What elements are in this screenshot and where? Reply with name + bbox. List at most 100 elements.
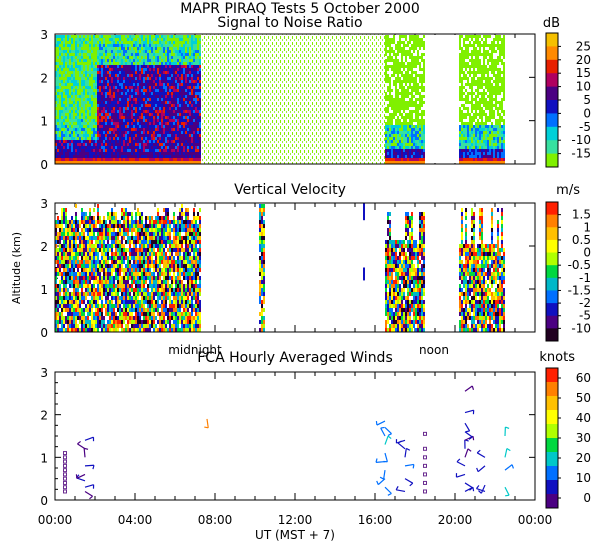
snr-cell [497, 125, 499, 128]
snr-cell [73, 83, 75, 86]
snr-cell [403, 65, 405, 68]
snr-cell [389, 80, 391, 83]
snr-cell [185, 161, 187, 164]
snr-cell [187, 128, 189, 131]
snr-cell [489, 149, 491, 152]
snr-cell [413, 152, 415, 155]
snr-cell [185, 110, 187, 113]
snr-cell [155, 71, 157, 74]
snr-cell [471, 119, 473, 122]
snr-cell [69, 92, 71, 95]
snr-cell [477, 152, 479, 155]
snr-cell [109, 77, 111, 80]
snr-cell [499, 134, 501, 137]
snr-cell [149, 62, 151, 65]
snr-cell [139, 146, 141, 149]
snr-cell [113, 86, 115, 89]
snr-cell [169, 35, 171, 38]
snr-cell [467, 143, 469, 146]
snr-cell [417, 161, 419, 164]
snr-cell [489, 101, 491, 104]
snr-cell [137, 101, 139, 104]
snr-cell [137, 122, 139, 125]
snr-cell [499, 146, 501, 149]
snr-cell [173, 65, 175, 68]
snr-cell [105, 125, 107, 128]
snr-cell [97, 158, 99, 161]
snr-cell [191, 149, 193, 152]
snr-cell [59, 113, 61, 116]
snr-cell [405, 98, 407, 101]
snr-cell [397, 56, 399, 59]
snr-cell [101, 65, 103, 68]
snr-cell [153, 116, 155, 119]
snr-cell [77, 38, 79, 41]
snr-cell [387, 53, 389, 56]
snr-cell [119, 131, 121, 134]
snr-cell [395, 125, 397, 128]
snr-cell [175, 116, 177, 119]
snr-cell [155, 98, 157, 101]
snr-cell [409, 158, 411, 161]
snr-cell [477, 38, 479, 41]
snr-cell [481, 92, 483, 95]
snr-cell [149, 149, 151, 152]
snr-cell [105, 50, 107, 53]
snr-cell [139, 68, 141, 71]
snr-cell [165, 74, 167, 77]
snr-cell [177, 140, 179, 143]
snr-cell [55, 101, 57, 104]
snr-cell [105, 71, 107, 74]
snr-cell [493, 95, 495, 98]
snr-cell [123, 38, 125, 41]
snr-cell [159, 155, 161, 158]
snr-cell [117, 35, 119, 38]
snr-cell [475, 71, 477, 74]
snr-cell [479, 155, 481, 158]
snr-cell [75, 41, 77, 44]
snr-cell [73, 92, 75, 95]
snr-cell [93, 89, 95, 92]
snr-cell [131, 119, 133, 122]
snr-cell [407, 71, 409, 74]
snr-cell [63, 44, 65, 47]
snr-cell [83, 137, 85, 140]
snr-cell [165, 122, 167, 125]
snr-cell [107, 74, 109, 77]
snr-cell [499, 68, 501, 71]
snr-cell [107, 47, 109, 50]
snr-cell [129, 113, 131, 116]
snr-cell [497, 140, 499, 143]
snr-cell [75, 113, 77, 116]
snr-cell [479, 101, 481, 104]
snr-cell [473, 68, 475, 71]
snr-cell [103, 35, 105, 38]
snr-cell [465, 119, 467, 122]
snr-cell [55, 143, 57, 146]
snr-cell [111, 80, 113, 83]
snr-cell [387, 47, 389, 50]
snr-cell [493, 77, 495, 80]
snr-cell [69, 104, 71, 107]
snr-cell [395, 59, 397, 62]
snr-cell [193, 44, 195, 47]
snr-cell [155, 134, 157, 137]
snr-cell [93, 95, 95, 98]
snr-cell [59, 92, 61, 95]
snr-cell [81, 62, 83, 65]
snr-cell [75, 77, 77, 80]
snr-cell [419, 68, 421, 71]
snr-cell [61, 47, 63, 50]
snr-cell [139, 107, 141, 110]
snr-cell [465, 77, 467, 80]
snr-cell [117, 56, 119, 59]
snr-cell [161, 137, 163, 140]
snr-cell [157, 149, 159, 152]
snr-cell [473, 47, 475, 50]
snr-cell [475, 161, 477, 164]
snr-cell [417, 56, 419, 59]
snr-cell [165, 152, 167, 155]
snr-cell [131, 116, 133, 119]
snr-cell [123, 110, 125, 113]
snr-cell [155, 50, 157, 53]
